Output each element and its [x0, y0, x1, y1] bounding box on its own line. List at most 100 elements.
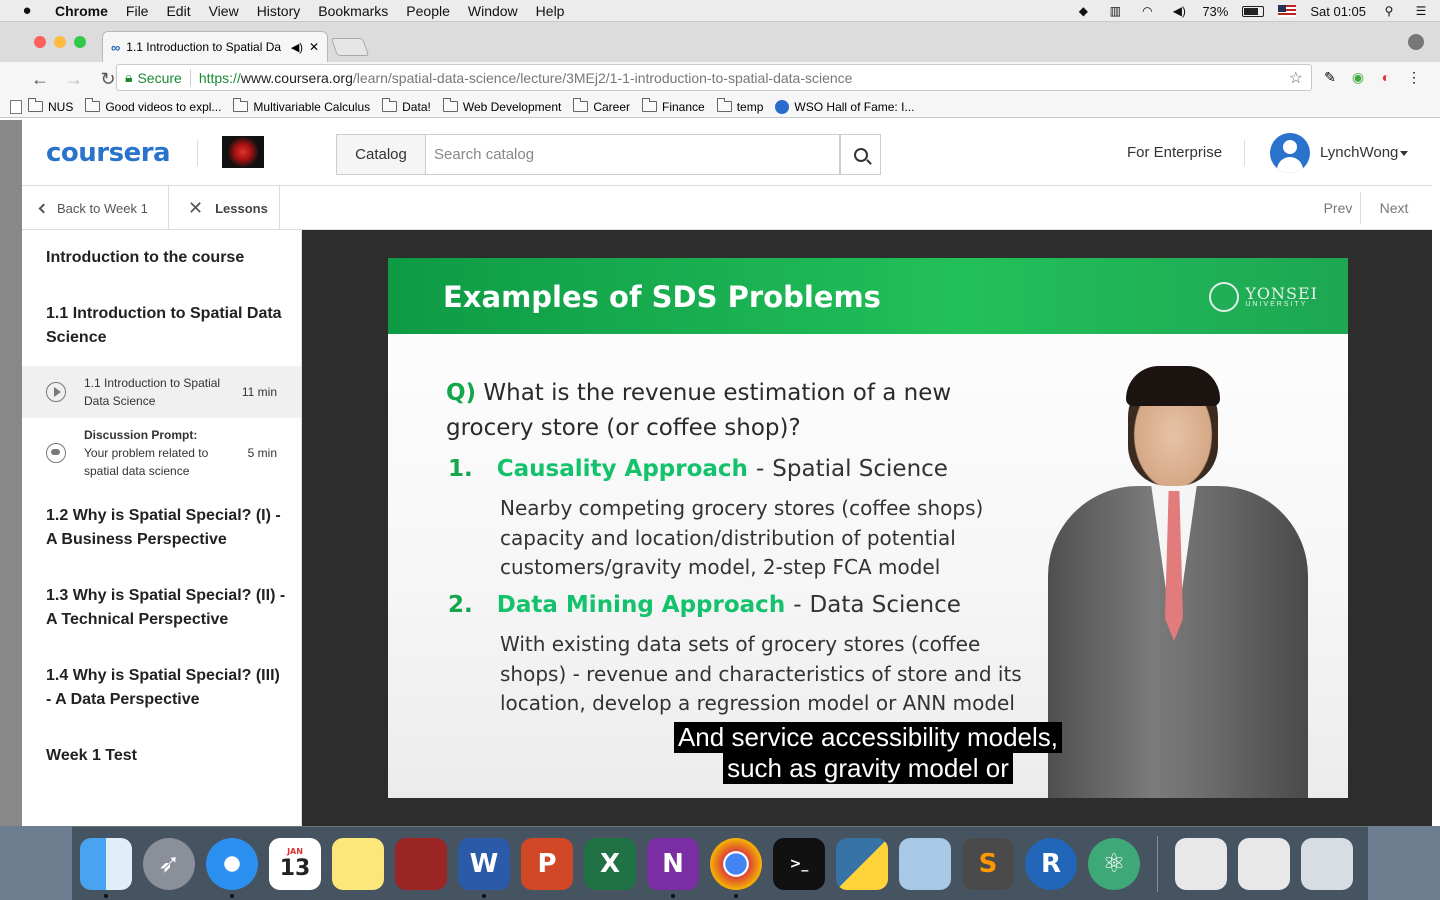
input-source-flag-icon[interactable]: [1278, 5, 1297, 17]
macos-dock: ➶ JAN 13 W P X N >_ S R ⚛: [72, 826, 1368, 900]
globe-icon: [775, 99, 790, 114]
bookmark-folder[interactable]: Finance: [636, 98, 711, 114]
sidebar-item-week-test[interactable]: Week 1 Test: [46, 747, 138, 764]
preview-icon[interactable]: [899, 837, 951, 890]
bookmark-folder[interactable]: Web Development: [437, 98, 568, 114]
menu-people[interactable]: People: [406, 2, 450, 19]
sidebar-item-section-1-1[interactable]: 1.1 Introduction to Spatial Data Science: [46, 305, 282, 346]
trash-icon[interactable]: [1301, 837, 1353, 890]
memory-icon[interactable]: ▥: [1109, 4, 1121, 18]
folder-icon: [233, 98, 249, 112]
chrome-menu-icon[interactable]: ⋮: [1407, 69, 1421, 85]
menu-history[interactable]: History: [256, 2, 301, 19]
powerpoint-icon[interactable]: P: [521, 837, 573, 890]
finder-icon[interactable]: [80, 837, 132, 898]
photo-booth-icon[interactable]: [395, 837, 447, 890]
volume-icon[interactable]: ◀): [1172, 4, 1186, 18]
search-input[interactable]: [426, 134, 840, 175]
secure-indicator[interactable]: 🔒︎ Secure: [125, 69, 182, 86]
r-icon[interactable]: R: [1025, 837, 1077, 890]
atom-icon[interactable]: ⚛: [1088, 837, 1140, 890]
minimize-window-button[interactable]: [54, 36, 66, 48]
evernote-extension-icon[interactable]: ✎: [1324, 69, 1336, 85]
menu-help[interactable]: Help: [535, 2, 565, 19]
back-to-week-button[interactable]: Back to Week 1: [22, 186, 169, 230]
tab-close-icon[interactable]: ✕: [308, 40, 319, 54]
chevron-left-icon: [38, 203, 49, 213]
sidebar-item-intro[interactable]: Introduction to the course: [46, 249, 245, 266]
prev-button[interactable]: Prev: [1323, 200, 1353, 216]
reload-icon[interactable]: ↻: [100, 68, 116, 89]
excel-icon[interactable]: X: [584, 837, 636, 890]
search-button[interactable]: [840, 134, 881, 175]
battery-icon[interactable]: [1242, 5, 1265, 17]
calendar-icon[interactable]: JAN 13: [269, 837, 321, 890]
caret-down-icon[interactable]: [1400, 151, 1408, 156]
onenote-icon[interactable]: N: [647, 837, 699, 898]
safari-icon[interactable]: [206, 837, 258, 898]
partner-logo[interactable]: [222, 136, 264, 168]
fullscreen-window-button[interactable]: [74, 36, 86, 48]
lessons-toggle-button[interactable]: ✕ Lessons: [170, 186, 280, 230]
sidebar-item-section-1-3[interactable]: 1.3 Why is Spatial Special? (II) - A Tec…: [46, 587, 286, 628]
new-tab-button[interactable]: [330, 38, 370, 56]
red-extension-icon[interactable]: ◐: [1381, 69, 1391, 85]
spotlight-search-icon[interactable]: ⚲: [1384, 4, 1394, 18]
battery-percent[interactable]: 73%: [1202, 3, 1229, 19]
notes-icon[interactable]: [332, 837, 384, 890]
address-bar[interactable]: 🔒︎ Secure https:// www.coursera.org /lea…: [116, 64, 1312, 91]
folder-icon: [382, 98, 398, 112]
wifi-icon[interactable]: ◠: [1142, 4, 1153, 18]
close-window-button[interactable]: [34, 36, 46, 48]
forward-arrow-icon[interactable]: →: [65, 68, 83, 89]
notification-center-icon[interactable]: ☰: [1415, 4, 1427, 18]
apple-menu-icon[interactable]: ●: [22, 2, 32, 19]
lesson-item-discussion[interactable]: Discussion Prompt: Your problem related …: [22, 424, 301, 482]
close-icon: ✕: [188, 197, 204, 218]
bookmark-folder[interactable]: Career: [567, 98, 636, 114]
yonsei-logo: YONSEI UNIVERSITY: [1209, 282, 1318, 312]
coursera-logo[interactable]: coursera: [46, 138, 171, 168]
audio-playing-icon[interactable]: ◀): [290, 41, 303, 54]
menu-app-name[interactable]: Chrome: [55, 2, 108, 19]
bookmark-folder[interactable]: Data!: [376, 98, 437, 114]
bookmark-link[interactable]: WSO Hall of Fame: I...: [769, 99, 920, 114]
menu-view[interactable]: View: [208, 2, 239, 19]
apps-icon[interactable]: [10, 99, 22, 114]
for-enterprise-link[interactable]: For Enterprise: [1127, 144, 1223, 161]
menu-edit[interactable]: Edit: [166, 2, 191, 19]
menubar-clock[interactable]: Sat 01:05: [1310, 3, 1366, 19]
video-player[interactable]: Examples of SDS Problems YONSEI UNIVERSI…: [302, 230, 1432, 826]
bookmark-folder[interactable]: NUS: [22, 98, 79, 114]
python-icon[interactable]: [836, 837, 888, 890]
next-button[interactable]: Next: [1379, 200, 1409, 216]
user-avatar-icon[interactable]: [1270, 133, 1310, 173]
terminal-icon[interactable]: >_: [773, 837, 825, 890]
sublime-text-icon[interactable]: S: [962, 837, 1014, 890]
bookmark-folder[interactable]: Multivariable Calculus: [227, 98, 376, 114]
back-arrow-icon[interactable]: ←: [31, 68, 49, 89]
sidebar-item-section-1-4[interactable]: 1.4 Why is Spatial Special? (III) - A Da…: [46, 667, 280, 708]
presenter-tie: [1165, 491, 1183, 641]
launchpad-icon[interactable]: ➶: [143, 837, 195, 890]
menu-bookmarks[interactable]: Bookmarks: [318, 2, 389, 19]
menu-file[interactable]: File: [125, 2, 149, 19]
bookmark-folder[interactable]: temp: [711, 98, 770, 114]
username-menu[interactable]: LynchWong: [1320, 144, 1399, 161]
word-icon[interactable]: W: [458, 837, 510, 898]
bookmark-folder[interactable]: Good videos to expl...: [79, 98, 227, 114]
profile-icon[interactable]: [1408, 34, 1424, 50]
catalog-button[interactable]: Catalog: [336, 134, 426, 175]
documents-stack-icon[interactable]: [1238, 837, 1290, 890]
browser-tab-active[interactable]: ∞ 1.1 Introduction to Spatial Da ◀) ✕: [102, 31, 328, 62]
lesson-title: 1.1 Introduction to Spatial Data Science: [84, 376, 221, 408]
chrome-icon[interactable]: [710, 837, 762, 898]
lesson-item-video[interactable]: 1.1 Introduction to Spatial Data Science…: [22, 366, 301, 418]
chrome-extension-icon[interactable]: ◉: [1351, 69, 1365, 85]
dropbox-icon[interactable]: ◆: [1078, 4, 1088, 18]
downloads-stack-icon[interactable]: [1175, 837, 1227, 890]
sidebar-item-section-1-2[interactable]: 1.2 Why is Spatial Special? (I) - A Busi…: [46, 507, 281, 548]
bookmark-star-icon[interactable]: ☆: [1288, 69, 1303, 87]
menu-window[interactable]: Window: [467, 2, 518, 19]
question-label: Q): [446, 380, 477, 406]
